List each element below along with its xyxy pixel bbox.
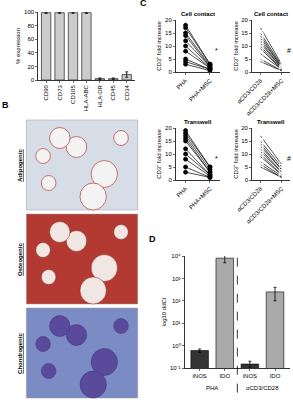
svg-text:PHA: PHA bbox=[175, 186, 188, 199]
svg-text:0: 0 bbox=[168, 69, 172, 75]
svg-text:10: 10 bbox=[165, 151, 172, 157]
svg-text:100: 100 bbox=[24, 9, 35, 15]
svg-text:CD45: CD45 bbox=[110, 85, 116, 101]
svg-text:20: 20 bbox=[165, 125, 172, 131]
svg-text:15: 15 bbox=[241, 30, 248, 36]
svg-text:IDO: IDO bbox=[270, 373, 281, 379]
svg-text:10⁴: 10⁴ bbox=[171, 253, 181, 259]
svg-text:C: C bbox=[140, 0, 147, 8]
svg-text:αCD3/CD28: αCD3/CD28 bbox=[236, 185, 264, 213]
svg-text:20: 20 bbox=[27, 64, 34, 70]
svg-text:0: 0 bbox=[245, 69, 249, 75]
svg-text:*: * bbox=[215, 155, 218, 162]
svg-text:HLA-DR: HLA-DR bbox=[97, 85, 103, 108]
svg-text:Cell contact: Cell contact bbox=[254, 11, 288, 17]
svg-text:Osteogenic: Osteogenic bbox=[17, 243, 23, 276]
svg-text:PHA: PHA bbox=[175, 78, 188, 91]
svg-text:10²: 10² bbox=[172, 298, 181, 304]
svg-text:15: 15 bbox=[241, 138, 248, 144]
svg-text:20: 20 bbox=[241, 17, 248, 23]
svg-text:IDO: IDO bbox=[219, 373, 230, 379]
svg-text:10: 10 bbox=[241, 43, 248, 49]
svg-text:10³: 10³ bbox=[172, 276, 181, 282]
svg-text:40: 40 bbox=[27, 50, 34, 56]
svg-text:10: 10 bbox=[241, 151, 248, 157]
svg-text:D: D bbox=[149, 234, 156, 244]
svg-text:CD3⁺ fold increase: CD3⁺ fold increase bbox=[233, 128, 239, 178]
svg-text:80: 80 bbox=[27, 23, 34, 29]
svg-text:αCD3/CD28: αCD3/CD28 bbox=[236, 77, 264, 105]
svg-text:5: 5 bbox=[245, 56, 249, 62]
svg-text:PHA+MSC: PHA+MSC bbox=[188, 185, 213, 210]
svg-text:CD105: CD105 bbox=[70, 85, 76, 104]
svg-text:CD3⁺ fold increase: CD3⁺ fold increase bbox=[156, 20, 162, 70]
svg-text:CD73: CD73 bbox=[57, 85, 63, 101]
svg-text:20: 20 bbox=[241, 125, 248, 131]
svg-text:CD3⁺ fold increase: CD3⁺ fold increase bbox=[233, 20, 239, 70]
svg-text:PHA+MSC: PHA+MSC bbox=[188, 77, 213, 102]
svg-text:αCD3/CD28: αCD3/CD28 bbox=[246, 385, 279, 391]
svg-text:B: B bbox=[2, 100, 9, 110]
svg-text:CD34: CD34 bbox=[124, 85, 130, 101]
svg-text:CD3⁺ fold increase: CD3⁺ fold increase bbox=[156, 128, 162, 178]
svg-text:*: * bbox=[215, 47, 218, 54]
svg-text:αCD3/CD28+MSC: αCD3/CD28+MSC bbox=[245, 77, 285, 117]
svg-text:Chondrogenic: Chondrogenic bbox=[17, 333, 23, 374]
svg-text:20: 20 bbox=[165, 17, 172, 23]
svg-text:5: 5 bbox=[168, 164, 172, 170]
svg-text:Adipogenic: Adipogenic bbox=[17, 149, 23, 182]
svg-text:Transwell: Transwell bbox=[184, 119, 212, 125]
svg-text:HLA-ABC: HLA-ABC bbox=[83, 85, 89, 112]
svg-text:CD90: CD90 bbox=[43, 85, 49, 101]
svg-text:10⁰: 10⁰ bbox=[172, 342, 181, 349]
svg-text:10⁻¹: 10⁻¹ bbox=[170, 365, 181, 371]
svg-text:0: 0 bbox=[31, 77, 35, 83]
svg-text:iNOS: iNOS bbox=[243, 373, 257, 379]
svg-text:iNOS: iNOS bbox=[192, 373, 206, 379]
svg-text:Cell contact: Cell contact bbox=[181, 11, 215, 17]
svg-text:log10 ddCt: log10 ddCt bbox=[161, 297, 167, 326]
svg-text:10¹: 10¹ bbox=[172, 320, 181, 326]
svg-text:αCD3/CD28+MSC: αCD3/CD28+MSC bbox=[245, 185, 285, 225]
svg-text:15: 15 bbox=[165, 138, 172, 144]
svg-text:0: 0 bbox=[168, 177, 172, 183]
svg-text:PHA: PHA bbox=[206, 385, 218, 391]
svg-text:10: 10 bbox=[165, 43, 172, 49]
svg-text:5: 5 bbox=[168, 56, 172, 62]
svg-text:5: 5 bbox=[245, 164, 249, 170]
svg-text:0: 0 bbox=[245, 177, 249, 183]
svg-text:15: 15 bbox=[165, 30, 172, 36]
svg-text:#: # bbox=[287, 155, 291, 162]
svg-text:#: # bbox=[287, 47, 291, 54]
svg-text:Transwell: Transwell bbox=[257, 119, 285, 125]
svg-text:% expression: % expression bbox=[15, 28, 21, 64]
svg-text:60: 60 bbox=[27, 36, 34, 42]
